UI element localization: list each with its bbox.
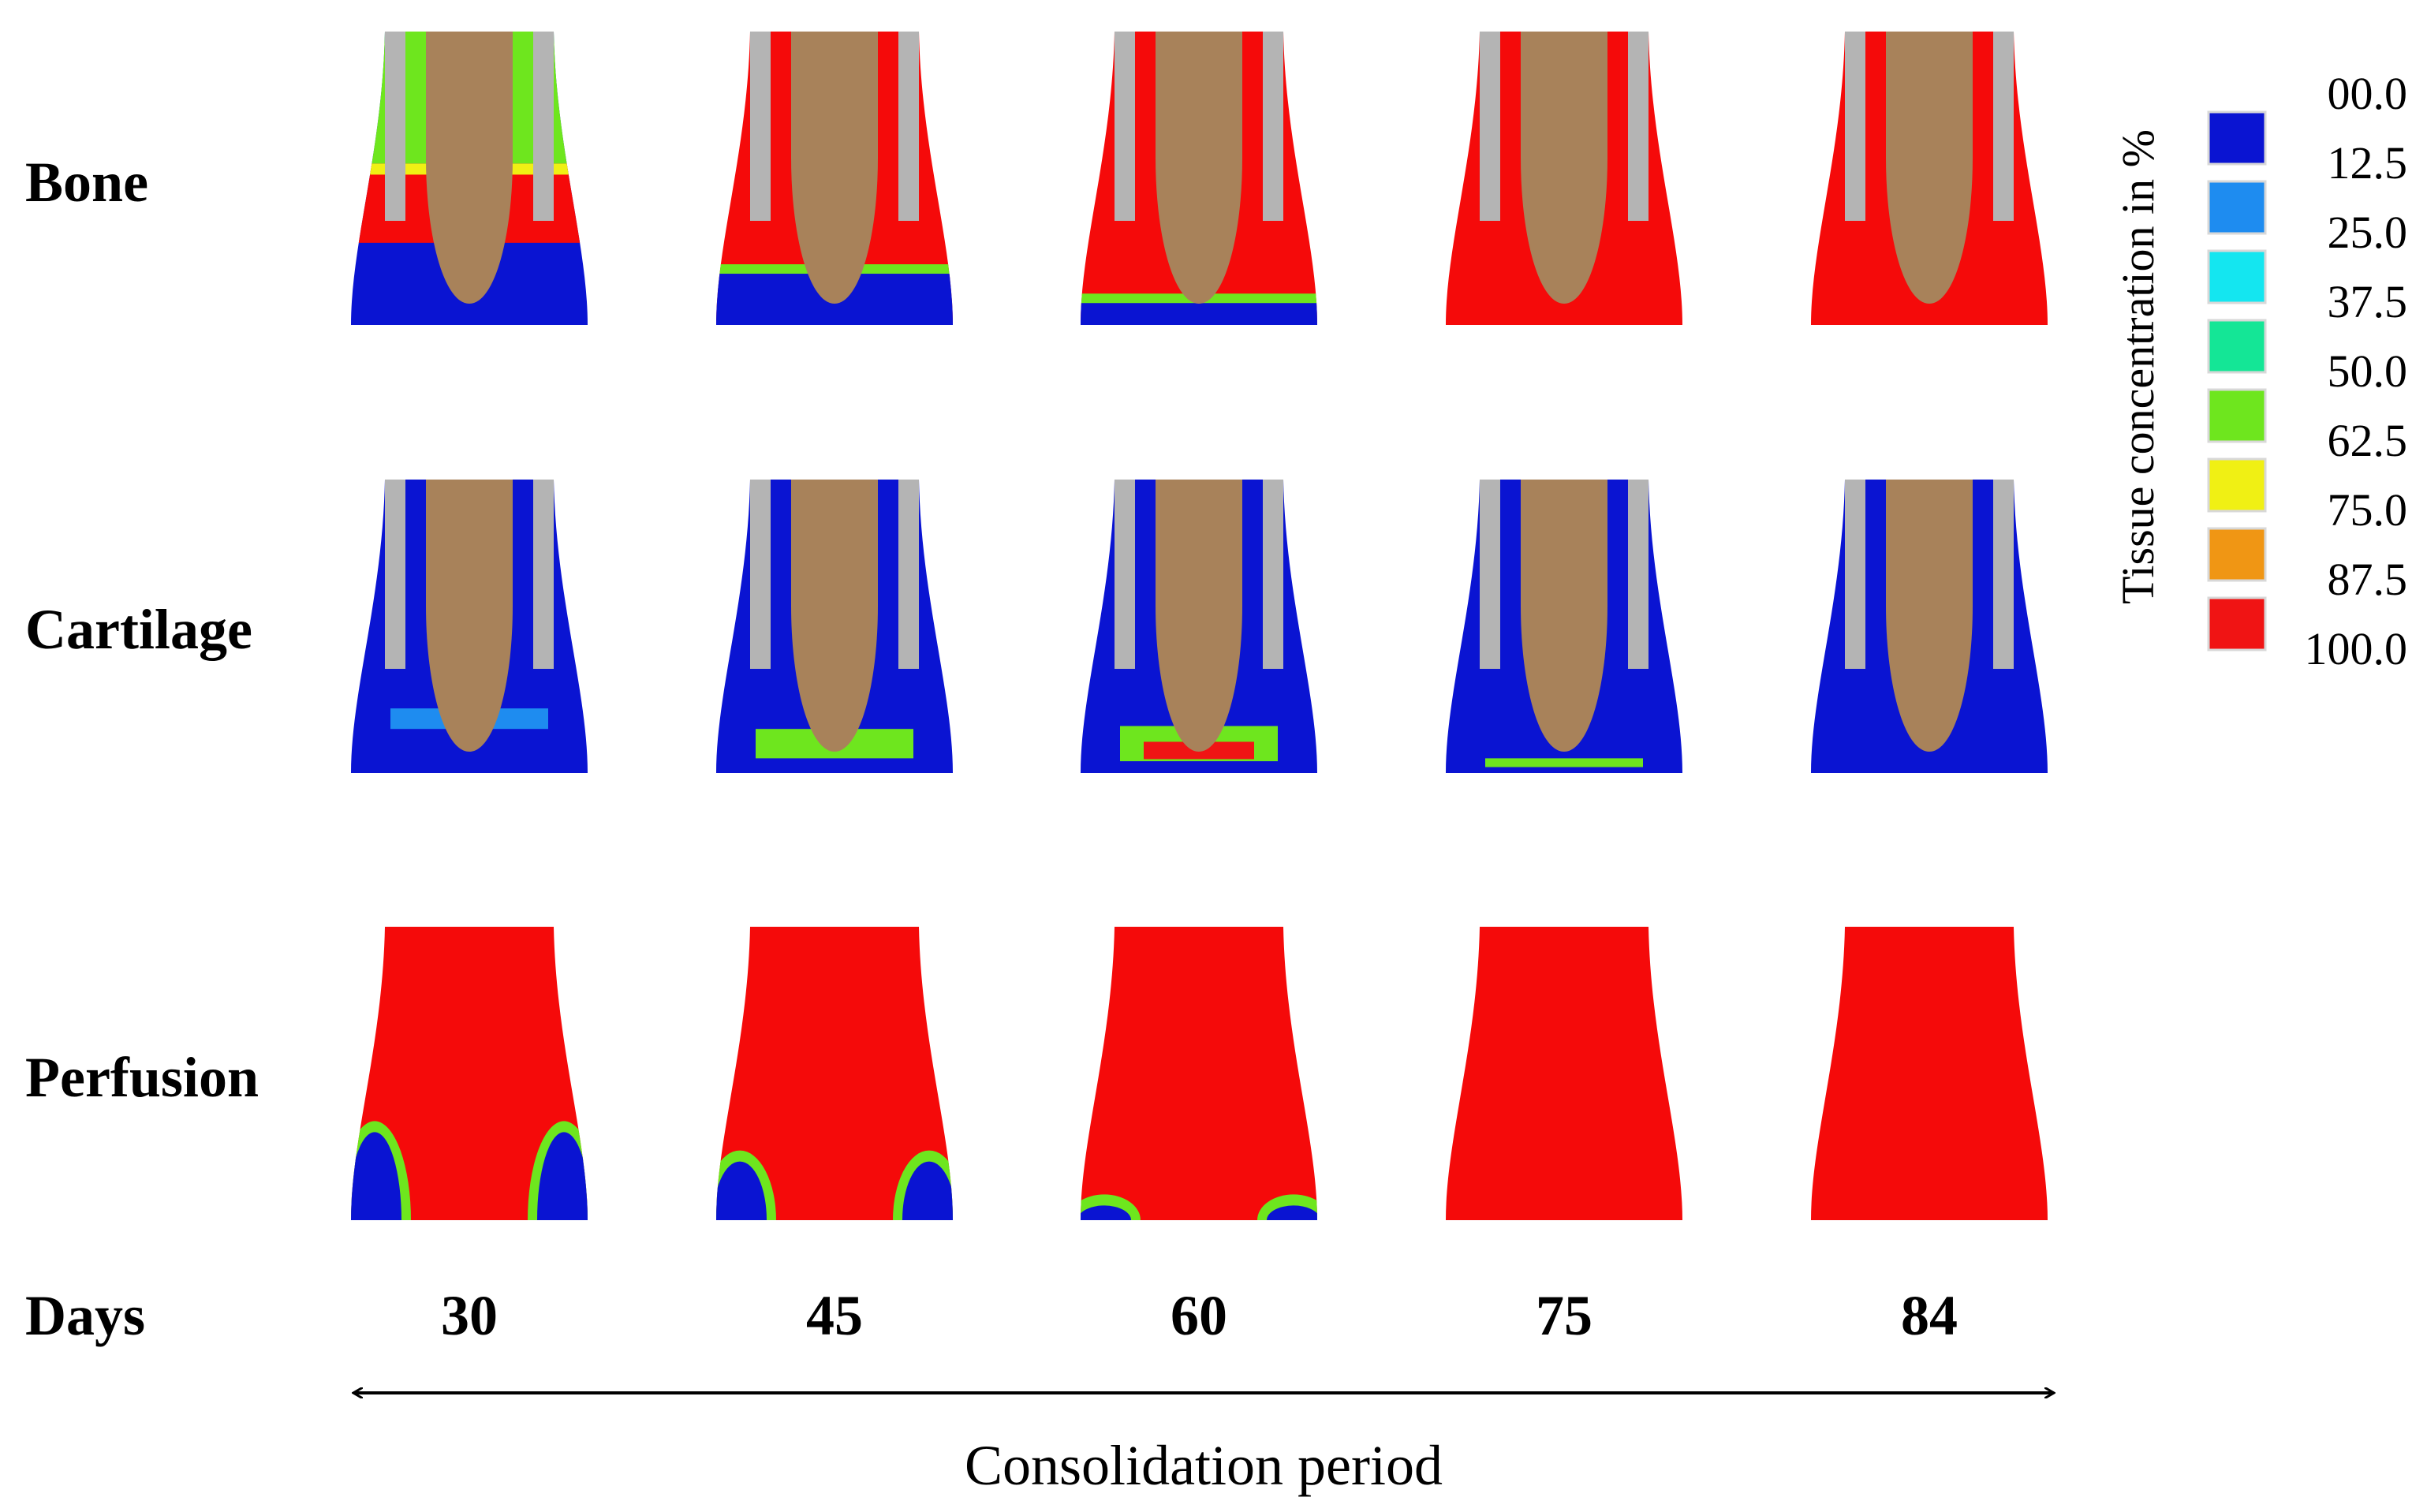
panel-cartilage-day-60 xyxy=(1081,480,1317,773)
panel-bone-day-84 xyxy=(1811,32,2048,325)
panel-bone-day-75 xyxy=(1446,32,1682,325)
legend-swatch-7 xyxy=(2207,596,2267,651)
day-label-84: 84 xyxy=(1901,1284,1958,1347)
day-label-75: 75 xyxy=(1536,1284,1592,1347)
panel-perfusion-day-75 xyxy=(1446,927,1682,1220)
legend-tick-4: 50.0 xyxy=(2328,345,2408,397)
legend-swatch-6 xyxy=(2207,527,2267,582)
consolidation-period-caption: Consolidation period xyxy=(965,1434,1443,1497)
panel-bone-day-60 xyxy=(1081,32,1317,325)
panel-perfusion-day-84 xyxy=(1811,927,2048,1220)
panel-bone-day-30 xyxy=(351,32,588,325)
legend-swatch-5 xyxy=(2207,457,2267,513)
panel-cartilage-day-45 xyxy=(716,480,953,773)
panel-perfusion-day-30 xyxy=(351,927,588,1220)
legend-tick-8: 100.0 xyxy=(2305,623,2408,674)
legend-tick-0: 00.0 xyxy=(2328,68,2408,119)
color-legend: 00.0 12.5 25.0 37.5 50.0 62.5 75.0 87.5 … xyxy=(2112,68,2407,674)
panel-cartilage-day-30 xyxy=(351,480,588,773)
legend-title: Tissue concentration in % xyxy=(2112,129,2164,604)
row-label-perfusion: Perfusion xyxy=(25,1046,259,1109)
legend-swatch-3 xyxy=(2207,319,2267,374)
legend-tick-3: 37.5 xyxy=(2328,276,2408,327)
day-label-45: 45 xyxy=(806,1284,863,1347)
legend-tick-5: 62.5 xyxy=(2328,415,2408,466)
legend-tick-6: 75.0 xyxy=(2328,484,2408,536)
panel-perfusion-day-60 xyxy=(1081,927,1317,1220)
day-label-60: 60 xyxy=(1171,1284,1227,1347)
legend-tick-1: 12.5 xyxy=(2328,137,2408,189)
panel-perfusion-day-45 xyxy=(716,927,953,1220)
legend-tick-7: 87.5 xyxy=(2328,554,2408,605)
legend-tick-2: 25.0 xyxy=(2328,207,2408,258)
legend-swatches xyxy=(2207,110,2267,651)
day-label-30: 30 xyxy=(441,1284,498,1347)
simulation-panels-grid xyxy=(351,32,2048,1220)
days-label: Days xyxy=(25,1284,145,1347)
panel-bone-day-45 xyxy=(716,32,953,325)
legend-swatch-2 xyxy=(2207,249,2267,304)
panel-cartilage-day-84 xyxy=(1811,480,2048,773)
legend-swatch-4 xyxy=(2207,388,2267,443)
panel-cartilage-day-75 xyxy=(1446,480,1682,773)
legend-swatch-0 xyxy=(2207,110,2267,166)
row-label-cartilage: Cartilage xyxy=(25,598,252,661)
row-label-bone: Bone xyxy=(25,151,148,214)
legend-swatch-1 xyxy=(2207,180,2267,235)
